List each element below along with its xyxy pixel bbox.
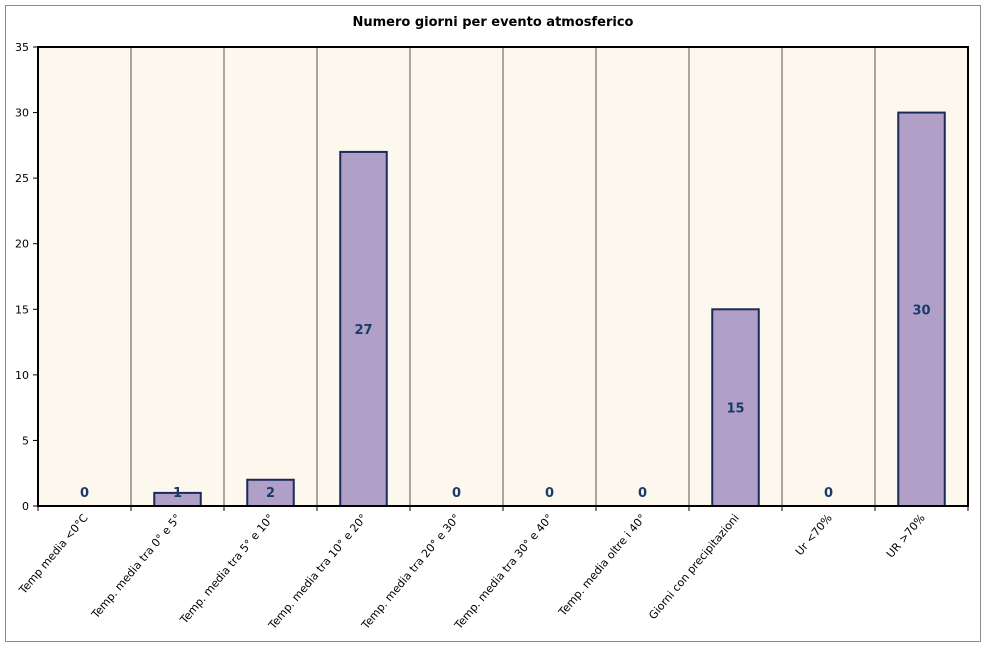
y-tick-label: 5 <box>22 434 29 447</box>
data-label: 0 <box>545 486 554 501</box>
data-label: 1 <box>173 486 182 501</box>
y-tick-label: 10 <box>15 369 29 382</box>
y-tick-label: 0 <box>22 500 29 513</box>
y-tick-label: 35 <box>15 41 29 54</box>
x-tick-label: Temp. media tra 10° e 20° <box>265 512 369 633</box>
x-tick-label: Temp. media tra 0° e 5° <box>88 512 183 622</box>
x-tick-label: Ur <70% <box>793 512 835 558</box>
x-tick-label: UR >70% <box>884 512 928 561</box>
x-tick-label: Temp. media tra 20° e 30° <box>358 512 462 633</box>
x-tick-label: Temp. media tra 5° e 10° <box>177 512 277 628</box>
x-tick-label: Temp. media oltre i 40° <box>555 512 648 620</box>
x-tick-label: Temp. media tra 30° e 40° <box>451 512 555 633</box>
data-label: 0 <box>80 486 89 501</box>
data-label: 30 <box>912 303 930 318</box>
data-label: 0 <box>638 486 647 501</box>
bar <box>246 478 295 507</box>
data-label: 15 <box>726 402 744 417</box>
data-label: 27 <box>354 323 372 338</box>
bar <box>711 308 760 507</box>
x-tick-label: Temp media <0°C <box>16 511 91 597</box>
y-tick-label: 25 <box>15 172 29 185</box>
bar <box>897 111 946 507</box>
x-tick-label: Giorni con precipitazioni <box>646 512 742 622</box>
y-tick-label: 20 <box>15 238 29 251</box>
data-label: 0 <box>452 486 461 501</box>
chart-title: Numero giorni per evento atmosferico <box>352 15 634 30</box>
data-label: 0 <box>824 486 833 501</box>
y-tick-label: 15 <box>15 303 29 316</box>
data-label: 2 <box>266 486 275 501</box>
y-tick-label: 30 <box>15 107 29 120</box>
bar <box>339 150 388 508</box>
